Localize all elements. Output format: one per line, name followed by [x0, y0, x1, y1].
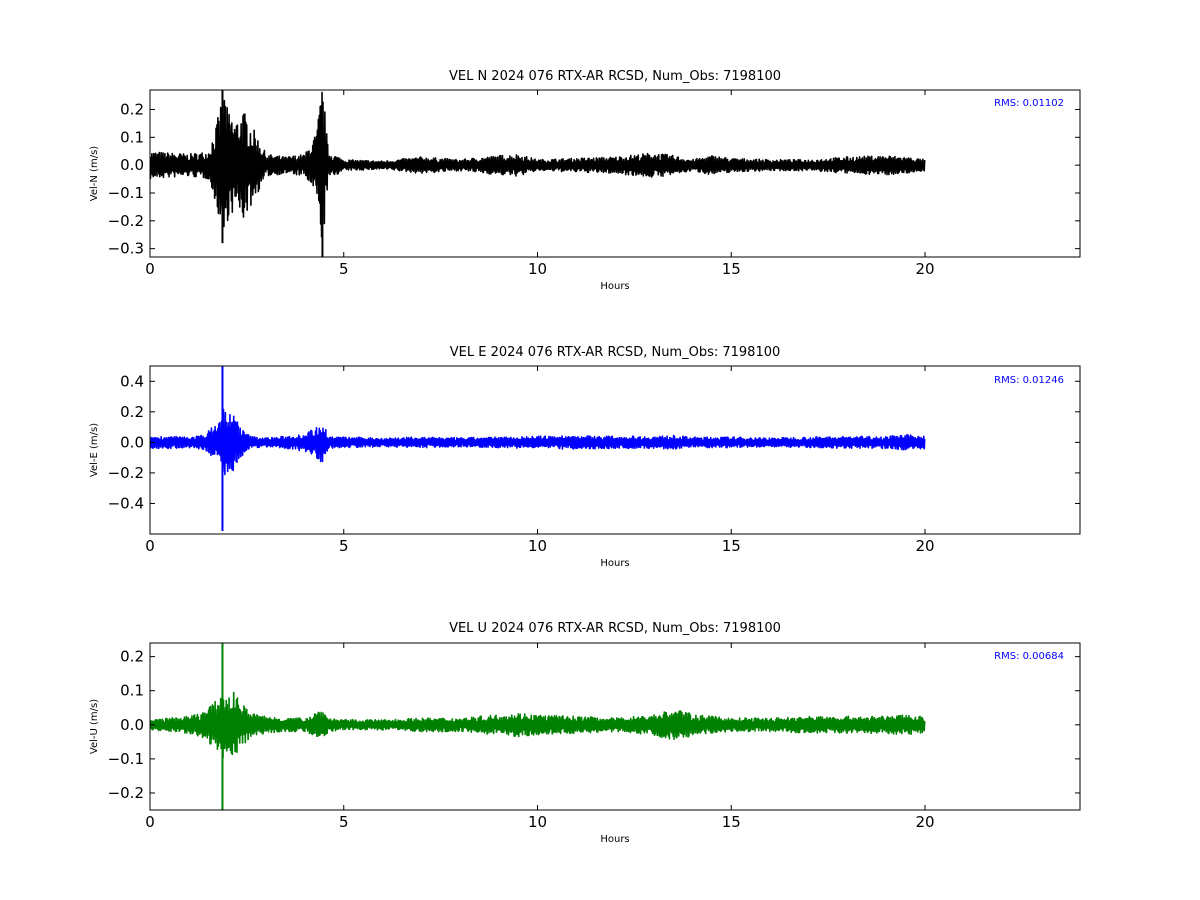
x-axis-label: Hours — [600, 834, 629, 845]
y-tick-label: −0.2 — [108, 784, 144, 802]
x-tick-label: 10 — [528, 537, 547, 555]
velocity-trace — [150, 691, 926, 759]
panel-vel-e: VEL E 2024 076 RTX-AR RCSD, Num_Obs: 719… — [89, 345, 1081, 569]
panel-vel-u: VEL U 2024 076 RTX-AR RCSD, Num_Obs: 719… — [89, 621, 1081, 845]
y-tick-label: 0.2 — [120, 100, 144, 118]
y-tick-label: 0.2 — [120, 403, 144, 421]
y-tick-label: 0.0 — [120, 716, 144, 734]
x-tick-label: 0 — [145, 260, 155, 278]
x-tick-label: 20 — [915, 260, 934, 278]
rms-label: RMS: 0.01102 — [994, 98, 1064, 109]
x-axis-label: Hours — [600, 281, 629, 292]
y-tick-label: −0.3 — [108, 240, 144, 258]
x-tick-label: 0 — [145, 813, 155, 831]
y-tick-label: 0.0 — [120, 433, 144, 451]
x-tick-label: 20 — [915, 813, 934, 831]
y-axis-label: Vel-E (m/s) — [89, 423, 100, 477]
y-tick-label: −0.2 — [108, 464, 144, 482]
velocity-trace — [150, 91, 926, 238]
y-axis-label: Vel-N (m/s) — [89, 146, 100, 201]
panel-title: VEL E 2024 076 RTX-AR RCSD, Num_Obs: 719… — [450, 345, 781, 360]
plot-frame — [149, 89, 1081, 258]
velocity-trace — [150, 408, 926, 476]
x-tick-label: 10 — [528, 813, 547, 831]
x-axis-label: Hours — [600, 558, 629, 569]
x-tick-label: 5 — [339, 537, 349, 555]
x-tick-label: 15 — [722, 260, 741, 278]
y-tick-label: 0.2 — [120, 648, 144, 666]
y-tick-label: 0.1 — [120, 128, 144, 146]
y-tick-label: −0.1 — [108, 184, 144, 202]
x-tick-label: 0 — [145, 537, 155, 555]
y-tick-label: −0.1 — [108, 750, 144, 768]
y-tick-label: 0.4 — [120, 372, 144, 390]
x-tick-label: 15 — [722, 813, 741, 831]
x-tick-label: 10 — [528, 260, 547, 278]
x-tick-label: 20 — [915, 537, 934, 555]
y-tick-label: −0.4 — [108, 494, 144, 512]
panel-vel-n: VEL N 2024 076 RTX-AR RCSD, Num_Obs: 719… — [89, 69, 1081, 292]
y-axis-label: Vel-U (m/s) — [89, 699, 100, 754]
rms-label: RMS: 0.00684 — [994, 651, 1064, 662]
rms-label: RMS: 0.01246 — [994, 375, 1064, 386]
panel-title: VEL U 2024 076 RTX-AR RCSD, Num_Obs: 719… — [449, 621, 781, 636]
x-tick-label: 5 — [339, 813, 349, 831]
x-tick-label: 5 — [339, 260, 349, 278]
x-tick-label: 15 — [722, 537, 741, 555]
y-tick-label: −0.2 — [108, 212, 144, 230]
y-tick-label: 0.0 — [120, 156, 144, 174]
plot-frame — [149, 642, 1081, 811]
y-tick-label: 0.1 — [120, 682, 144, 700]
panel-title: VEL N 2024 076 RTX-AR RCSD, Num_Obs: 719… — [449, 69, 781, 84]
plot-frame — [149, 365, 1081, 535]
